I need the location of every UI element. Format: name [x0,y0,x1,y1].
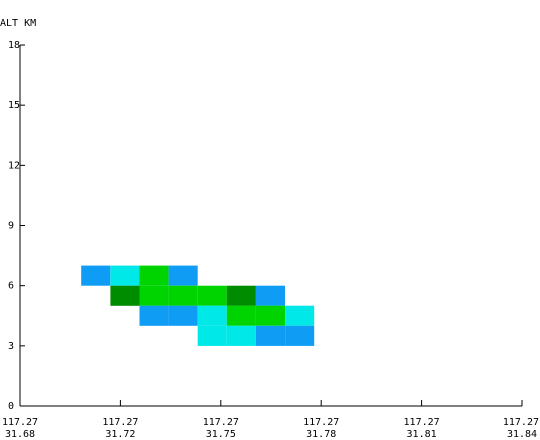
y-tick-label: 15 [8,100,20,111]
echo-cell-14 [255,305,285,326]
y-tick-label: 3 [8,341,14,352]
echo-cell-18 [255,325,285,346]
x-tick-label-lon: 117.27 [2,417,38,428]
y-tick-label: 0 [8,401,14,412]
x-tick-label-lon: 117.27 [203,417,239,428]
echo-cell-2 [139,265,169,286]
echo-cell-13 [226,305,256,326]
echo-cell-4 [110,285,140,306]
x-tick-label-lon: 117.27 [503,417,539,428]
echo-cell-6 [168,285,198,306]
y-tick-label: 6 [8,281,14,292]
echo-cell-5 [139,285,169,306]
y-tick-label: 12 [8,160,20,171]
echo-cell-1 [110,265,140,286]
y-tick-label: 9 [8,221,14,232]
echo-cell-9 [255,285,285,306]
echo-cell-19 [285,325,315,346]
x-tick-label-lat: 31.81 [407,429,437,440]
x-tick-label-lat: 31.84 [507,429,537,440]
x-tick-label-lon: 117.27 [102,417,138,428]
echo-cell-17 [226,325,256,346]
y-axis-label: ALT KM [0,18,36,29]
echo-cell-11 [168,305,198,326]
echo-cell-16 [197,325,227,346]
echo-cell-8 [226,285,256,306]
x-tick-label-lon: 117.27 [404,417,440,428]
echo-cell-0 [81,265,111,286]
x-tick-label-lat: 31.75 [206,429,236,440]
y-tick-label: 18 [8,40,20,51]
echo-cell-12 [197,305,227,326]
x-tick-label-lat: 31.68 [5,429,35,440]
echo-cells [81,265,315,346]
x-tick-label-lon: 117.27 [303,417,339,428]
echo-cell-7 [197,285,227,306]
echo-cell-10 [139,305,169,326]
x-tick-label-lat: 31.78 [306,429,336,440]
axes: 0369121518117.2731.68117.2731.72117.2731… [2,40,539,440]
x-tick-label-lat: 31.72 [105,429,135,440]
echo-cell-3 [168,265,198,286]
echo-cell-15 [285,305,315,326]
